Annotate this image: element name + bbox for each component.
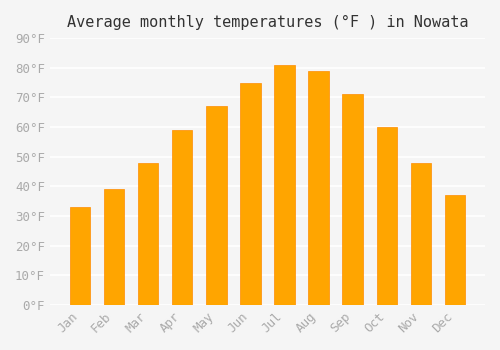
Bar: [410, 163, 431, 305]
Bar: [138, 163, 158, 305]
Bar: [172, 130, 193, 305]
Bar: [274, 65, 294, 305]
Bar: [376, 127, 397, 305]
Bar: [70, 207, 90, 305]
Bar: [308, 71, 329, 305]
Bar: [104, 189, 124, 305]
Bar: [240, 83, 260, 305]
Bar: [206, 106, 227, 305]
Bar: [342, 94, 363, 305]
Title: Average monthly temperatures (°F ) in Nowata: Average monthly temperatures (°F ) in No…: [66, 15, 468, 30]
Bar: [445, 195, 465, 305]
